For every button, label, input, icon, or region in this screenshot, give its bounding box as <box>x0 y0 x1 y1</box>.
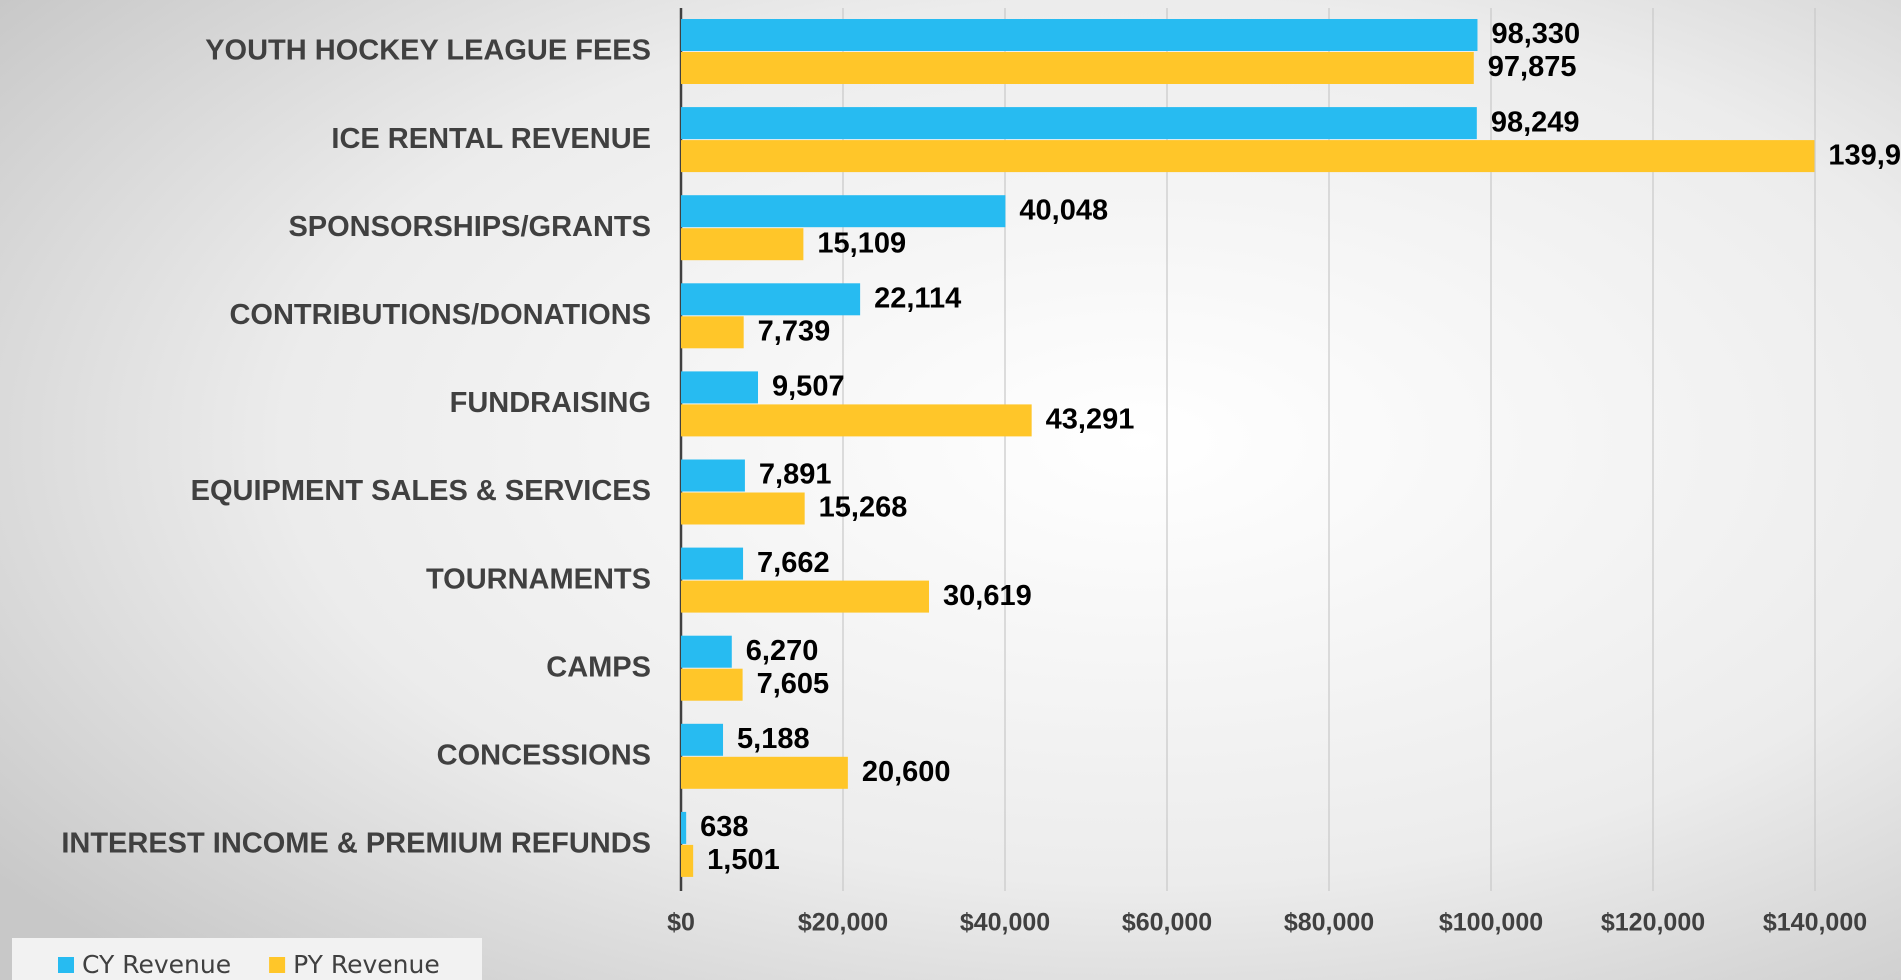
bar <box>681 283 861 316</box>
bar <box>681 371 759 404</box>
bar <box>681 580 930 613</box>
x-tick-label: $80,000 <box>1284 909 1374 937</box>
category-label: ICE RENTAL REVENUE <box>331 123 651 155</box>
data-label: 6,270 <box>746 635 819 667</box>
data-label: 22,114 <box>874 282 961 314</box>
bar <box>681 723 724 756</box>
x-tick-label: $140,000 <box>1763 909 1867 937</box>
data-label: 1,501 <box>707 844 780 876</box>
bar <box>681 404 1032 437</box>
category-label: EQUIPMENT SALES & SERVICES <box>191 475 651 507</box>
data-label: 20,600 <box>862 756 951 788</box>
legend-label: PY Revenue <box>293 950 440 979</box>
legend-swatch <box>269 957 286 973</box>
category-label: CONTRIBUTIONS/DONATIONS <box>229 299 651 331</box>
bar <box>681 492 805 525</box>
bar <box>681 635 732 668</box>
data-label: 5,188 <box>737 723 810 755</box>
x-tick-label: $60,000 <box>1122 909 1212 937</box>
category-label: INTEREST INCOME & PREMIUM REFUNDS <box>61 828 651 860</box>
data-label: 7,662 <box>757 547 830 579</box>
data-label: 43,291 <box>1046 404 1135 436</box>
bar <box>681 140 1815 173</box>
data-label: 9,507 <box>772 371 845 403</box>
legend-box <box>12 938 482 980</box>
bar <box>681 459 745 492</box>
category-label: FUNDRAISING <box>450 387 651 419</box>
data-label: 7,891 <box>759 459 832 491</box>
x-tick-label: $100,000 <box>1439 909 1543 937</box>
bar <box>681 811 687 844</box>
data-label: 98,249 <box>1491 106 1580 138</box>
bar <box>681 844 694 877</box>
bar <box>681 107 1477 140</box>
category-label: CAMPS <box>546 651 651 683</box>
data-label: 30,619 <box>943 580 1032 612</box>
x-tick-label: $20,000 <box>798 909 888 937</box>
x-tick-label: $40,000 <box>960 909 1050 937</box>
data-label: 15,268 <box>819 492 908 524</box>
data-label: 7,605 <box>757 668 830 700</box>
category-label: SPONSORSHIPS/GRANTS <box>288 211 651 243</box>
data-label: 40,048 <box>1019 194 1108 226</box>
data-label: 7,739 <box>758 315 831 347</box>
data-label: 97,875 <box>1488 51 1577 83</box>
category-label: TOURNAMENTS <box>426 563 651 595</box>
legend-label: CY Revenue <box>82 950 231 979</box>
legend-swatch <box>58 957 74 973</box>
bar <box>681 547 744 580</box>
data-label: 139,930 <box>1828 139 1901 171</box>
bar <box>681 19 1478 51</box>
bar <box>681 756 848 789</box>
data-label: 98,330 <box>1491 18 1580 50</box>
category-label: CONCESSIONS <box>437 739 651 771</box>
bar <box>681 52 1474 84</box>
data-label: 638 <box>700 811 748 843</box>
bar <box>681 228 804 261</box>
bar <box>681 316 744 349</box>
data-label: 15,109 <box>817 227 906 259</box>
x-tick-label: $0 <box>667 909 695 937</box>
bar <box>681 668 743 701</box>
category-label: YOUTH HOCKEY LEAGUE FEES <box>205 35 651 67</box>
bar <box>681 195 1006 228</box>
x-tick-label: $120,000 <box>1601 909 1705 937</box>
